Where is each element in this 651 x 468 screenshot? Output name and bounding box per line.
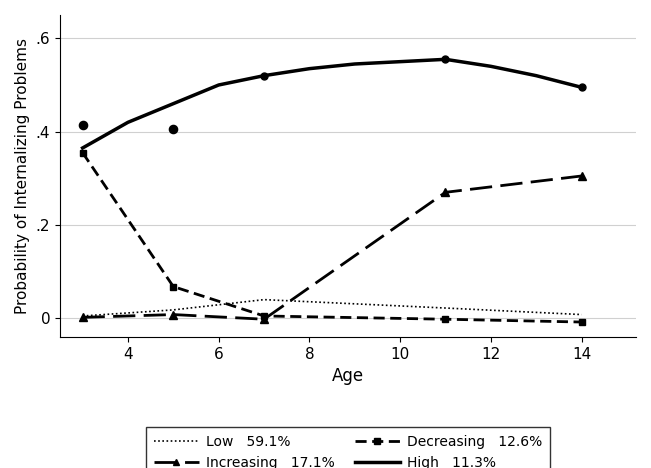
Point (168, 125, 178, 133)
X-axis label: Age: Age (332, 367, 364, 385)
Point (77, 121, 88, 128)
Y-axis label: Probability of Internalizing Problems: Probability of Internalizing Problems (15, 38, 30, 314)
Legend: Low   59.1%, Increasing   17.1%, Decreasing   12.6%, High   11.3%: Low 59.1%, Increasing 17.1%, Decreasing … (146, 426, 550, 468)
